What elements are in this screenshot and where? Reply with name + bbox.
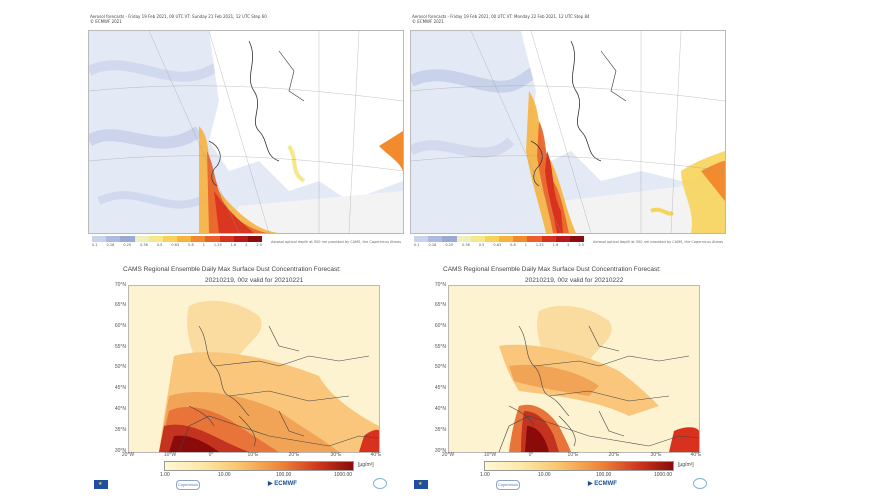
- copernicus-logo: Copernicus: [176, 480, 200, 490]
- lon-label: 20°E: [608, 452, 620, 458]
- lat-label: 45°N: [114, 385, 126, 391]
- lon-label: 40°E: [690, 452, 702, 458]
- aod-panel-left: Aerosol forecasts - Friday 19 Feb 2021, …: [88, 14, 404, 249]
- aod-panel-right: Aerosol forecasts - Friday 19 Feb 2021, …: [410, 14, 726, 249]
- aod-colorbar: [414, 236, 585, 242]
- lat-label: 40°N: [114, 406, 126, 412]
- dust-map: [128, 285, 380, 453]
- dust-tick: 100.00: [276, 472, 292, 478]
- lon-label: 10°W: [163, 452, 177, 458]
- lat-label: 55°N: [114, 344, 126, 350]
- eu-flag-icon: [94, 480, 108, 489]
- header-line2: © ECMWF 2021: [90, 19, 122, 24]
- dust-tick: 100.00: [596, 472, 612, 478]
- lat-label: 55°N: [434, 344, 446, 350]
- lon-label: 0°: [528, 452, 534, 458]
- lon-label: 30°E: [330, 452, 342, 458]
- lon-label: 0°: [208, 452, 214, 458]
- aod-map: [88, 30, 404, 234]
- aod-credit: Aerosol optical depth at 550 nm provided…: [593, 240, 723, 244]
- aod-colorbar-ticks: 0.1 0.18 0.25 0.36 0.5 0.63 0.8 1 1.25 1.6 2 2.5: [414, 243, 584, 247]
- header-line1: Aerosol forecasts - Friday 19 Feb 2021, …: [90, 14, 267, 19]
- dust-subtitle: 20210219, 00z valid for 20210221: [205, 277, 304, 284]
- dust-panel-right: CAMS Regional Ensemble Daily Max Surface…: [408, 262, 728, 498]
- dust-tick: 1000.00: [334, 472, 353, 478]
- lat-label: 40°N: [434, 406, 446, 412]
- dust-tick: 1000.00: [654, 472, 673, 478]
- eu-flag-icon: [414, 480, 428, 489]
- dust-title: CAMS Regional Ensemble Daily Max Surface…: [443, 266, 661, 273]
- lat-label: 35°N: [114, 427, 126, 433]
- lon-label: 40°E: [370, 452, 382, 458]
- aod-colorbar: [92, 236, 263, 242]
- dust-tick: 1.00: [480, 472, 490, 478]
- lon-label: 30°E: [650, 452, 662, 458]
- dust-title: CAMS Regional Ensemble Daily Max Surface…: [123, 266, 341, 273]
- cams-logo-icon: [373, 478, 387, 489]
- aod-credit: Aerosol optical depth at 550 nm provided…: [271, 240, 401, 244]
- dust-colorbar: [164, 461, 354, 471]
- ecmwf-mark-icon: ▶: [588, 481, 595, 487]
- dust-unit: [µg/m³]: [678, 462, 694, 468]
- header-line1: Aerosol forecasts - Friday 19 Feb 2021, …: [412, 14, 590, 19]
- lon-label: 10°W: [483, 452, 497, 458]
- lat-label: 65°N: [434, 302, 446, 308]
- lat-label: 60°N: [114, 323, 126, 329]
- dust-colorbar: [484, 461, 674, 471]
- lat-label: 70°N: [434, 282, 446, 288]
- ecmwf-logo: ▶ ECMWF: [268, 481, 297, 487]
- ecmwf-logo: ▶ ECMWF: [588, 481, 617, 487]
- lon-label: 10°E: [567, 452, 579, 458]
- copernicus-logo: Copernicus: [496, 480, 520, 490]
- lat-label: 50°N: [434, 364, 446, 370]
- cams-logo-icon: [693, 478, 707, 489]
- dust-tick: 1.00: [160, 472, 170, 478]
- lat-label: 65°N: [114, 302, 126, 308]
- aod-colorbar-ticks: 0.1 0.18 0.25 0.36 0.5 0.63 0.8 1 1.25 1.6 2 2.5: [92, 243, 262, 247]
- lon-label: 20°W: [121, 452, 135, 458]
- ecmwf-mark-icon: ▶: [268, 481, 275, 487]
- dust-map: [448, 285, 700, 453]
- lat-label: 50°N: [114, 364, 126, 370]
- lon-label: 10°E: [247, 452, 259, 458]
- lon-label: 20°E: [288, 452, 300, 458]
- aod-map: [410, 30, 726, 234]
- lat-label: 35°N: [434, 427, 446, 433]
- lat-label: 45°N: [434, 385, 446, 391]
- dust-panel-left: CAMS Regional Ensemble Daily Max Surface…: [88, 262, 408, 498]
- lat-label: 70°N: [114, 282, 126, 288]
- lat-label: 30°N: [434, 448, 446, 454]
- dust-unit: [µg/m³]: [358, 462, 374, 468]
- dust-tick: 10.00: [538, 472, 551, 478]
- lat-label: 30°N: [114, 448, 126, 454]
- lat-label: 60°N: [434, 323, 446, 329]
- dust-subtitle: 20210219, 00z valid for 20210222: [525, 277, 624, 284]
- header-line2: © ECMWF 2021: [412, 19, 444, 24]
- dust-tick: 10.00: [218, 472, 231, 478]
- lon-label: 20°W: [441, 452, 455, 458]
